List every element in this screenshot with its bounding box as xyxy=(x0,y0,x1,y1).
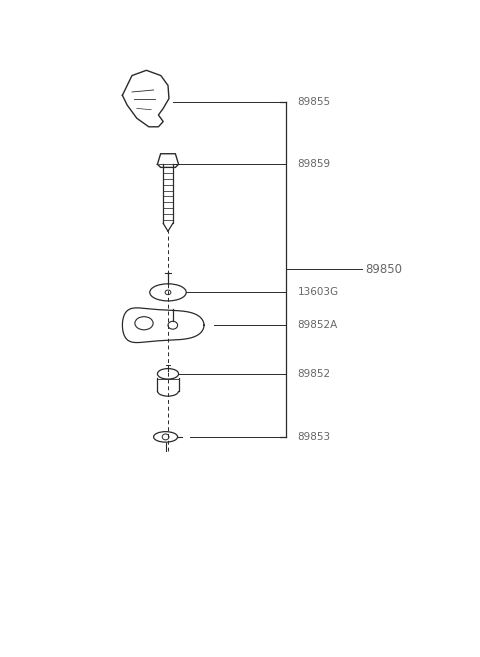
Text: 89852A: 89852A xyxy=(298,320,338,330)
Text: 89850: 89850 xyxy=(365,263,402,276)
Text: 89855: 89855 xyxy=(298,97,331,107)
Text: 89853: 89853 xyxy=(298,432,331,442)
Text: 89852: 89852 xyxy=(298,369,331,379)
Text: 13603G: 13603G xyxy=(298,287,339,298)
Text: 89859: 89859 xyxy=(298,159,331,170)
